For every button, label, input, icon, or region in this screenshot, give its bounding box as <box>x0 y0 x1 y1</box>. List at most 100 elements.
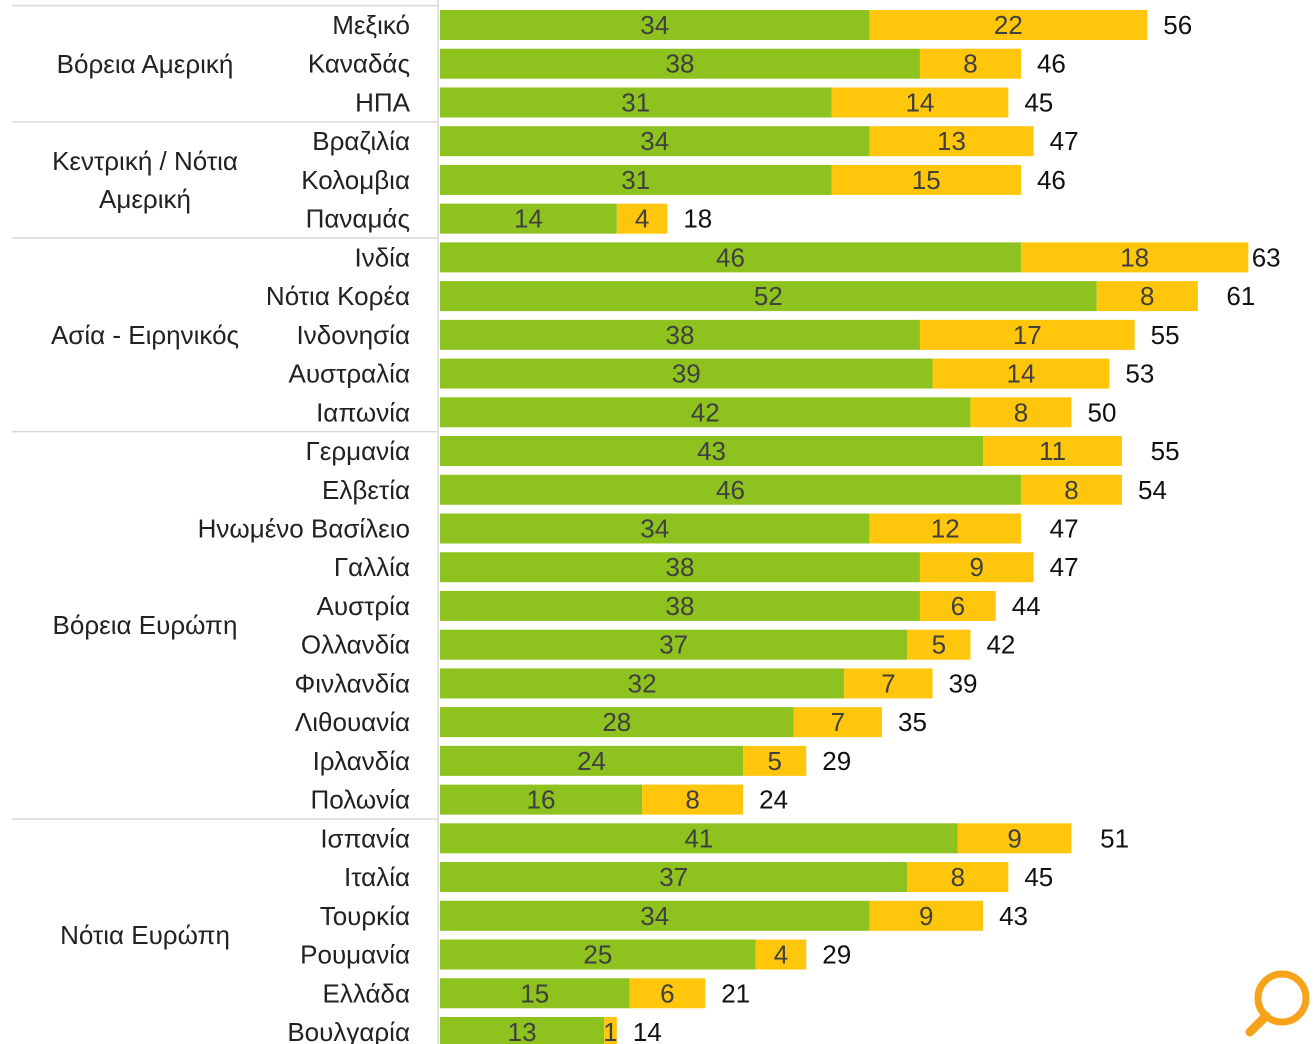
bar-segment <box>1020 242 1249 273</box>
category-label: Ελβετία <box>322 475 410 505</box>
segment-label: 42 <box>691 397 720 427</box>
bar-segment <box>440 862 908 893</box>
segment-label: 8 <box>963 49 977 79</box>
bar-segment <box>440 900 870 931</box>
total-label: 61 <box>1226 281 1255 311</box>
category-label: Ισπανία <box>320 823 410 853</box>
category-label: Λιθουανία <box>295 707 410 737</box>
total-label: 45 <box>1024 862 1053 892</box>
bar-segment <box>970 397 1072 428</box>
segment-label: 22 <box>994 10 1023 40</box>
segment-label: 24 <box>577 746 606 776</box>
bar-segment <box>629 978 706 1009</box>
total-label: 29 <box>822 940 851 970</box>
total-label: 42 <box>986 630 1015 660</box>
segment-label: 38 <box>666 49 695 79</box>
category-label: Ινδονησία <box>297 320 410 350</box>
segment-label: 18 <box>1120 242 1149 272</box>
bar-segment <box>440 358 933 389</box>
total-label: 53 <box>1125 359 1154 389</box>
bar-segment <box>907 862 1009 893</box>
bar-segment <box>440 164 832 195</box>
total-label: 45 <box>1024 87 1053 117</box>
total-label: 39 <box>949 668 978 698</box>
segment-label: 13 <box>508 1017 537 1044</box>
segment-label: 15 <box>520 978 549 1008</box>
category-label: Τουρκία <box>320 901 410 931</box>
bar-segment <box>642 784 744 815</box>
bar-segment <box>440 281 1097 312</box>
bar-segment <box>440 319 920 350</box>
bar-segment <box>1096 281 1198 312</box>
segment-label: 14 <box>514 204 543 234</box>
segment-label: 34 <box>640 126 669 156</box>
category-label: Βραζιλία <box>312 126 410 156</box>
segment-label: 8 <box>951 862 965 892</box>
bar-segment <box>440 668 845 699</box>
bar-segment <box>983 436 1123 467</box>
category-label: Ιρλανδία <box>313 746 410 776</box>
category-label: Γερμανία <box>305 436 410 466</box>
category-label: Φινλανδία <box>295 668 410 698</box>
category-label: Ρουμανία <box>300 940 410 970</box>
bar-segment <box>440 474 1021 505</box>
group-label: Ασία - Ειρηνικός <box>50 319 240 350</box>
total-label: 47 <box>1050 552 1079 582</box>
segment-label: 6 <box>660 978 674 1008</box>
bar-segment <box>440 436 984 467</box>
total-label: 14 <box>633 1017 662 1044</box>
bar-segment <box>831 164 1021 195</box>
bar-segment <box>440 590 920 621</box>
total-label: 35 <box>898 707 927 737</box>
bar-segment <box>919 590 996 621</box>
bar-segment <box>440 242 1021 273</box>
segment-label: 38 <box>666 591 695 621</box>
segment-label: 4 <box>635 204 649 234</box>
segment-label: 9 <box>970 552 984 582</box>
segment-label: 14 <box>905 87 934 117</box>
segment-label: 39 <box>672 359 701 389</box>
segment-label: 1 <box>603 1017 617 1044</box>
total-label: 54 <box>1138 475 1167 505</box>
bar-segment <box>440 629 908 660</box>
bar-segment <box>440 978 630 1009</box>
segment-label: 34 <box>640 10 669 40</box>
bar-segment <box>932 358 1110 389</box>
total-label: 46 <box>1037 49 1066 79</box>
group-label: Βόρεια Ευρώπη <box>52 610 238 641</box>
bar-segment <box>440 1016 605 1044</box>
bar-segment <box>440 203 617 234</box>
segment-label: 41 <box>684 823 713 853</box>
category-label: Ιταλία <box>344 862 410 892</box>
category-label: Αυστραλία <box>288 359 410 389</box>
bar-segment <box>440 784 643 815</box>
category-label: Νότια Κορέα <box>266 281 410 311</box>
segment-label: 37 <box>659 862 688 892</box>
segment-label: 16 <box>527 785 556 815</box>
group-label: Κεντρική / Νότια Αμερική <box>52 145 238 214</box>
bar-segment <box>919 552 1034 583</box>
bar-segment <box>440 10 870 40</box>
segment-label: 28 <box>602 707 631 737</box>
category-label: Ελλάδα <box>323 978 410 1008</box>
group-label: Νότια Ευρώπη <box>60 920 230 951</box>
total-label: 47 <box>1050 513 1079 543</box>
category-label: Καναδάς <box>308 49 410 79</box>
category-label: Ηνωμένο Βασίλειο <box>198 513 410 543</box>
segment-label: 46 <box>716 475 745 505</box>
total-label: 63 <box>1252 242 1281 272</box>
bar-segment <box>919 319 1135 350</box>
category-label: Πολωνία <box>311 785 410 815</box>
total-label: 46 <box>1037 165 1066 195</box>
bar-segment <box>1020 474 1123 505</box>
segment-label: 5 <box>932 630 946 660</box>
bar-segment <box>440 707 794 738</box>
total-label: 50 <box>1088 397 1117 427</box>
segment-label: 31 <box>621 87 650 117</box>
bar-segment <box>440 745 744 776</box>
segment-label: 14 <box>1007 359 1036 389</box>
segment-label: 9 <box>1007 823 1021 853</box>
bar-segment <box>440 397 971 428</box>
